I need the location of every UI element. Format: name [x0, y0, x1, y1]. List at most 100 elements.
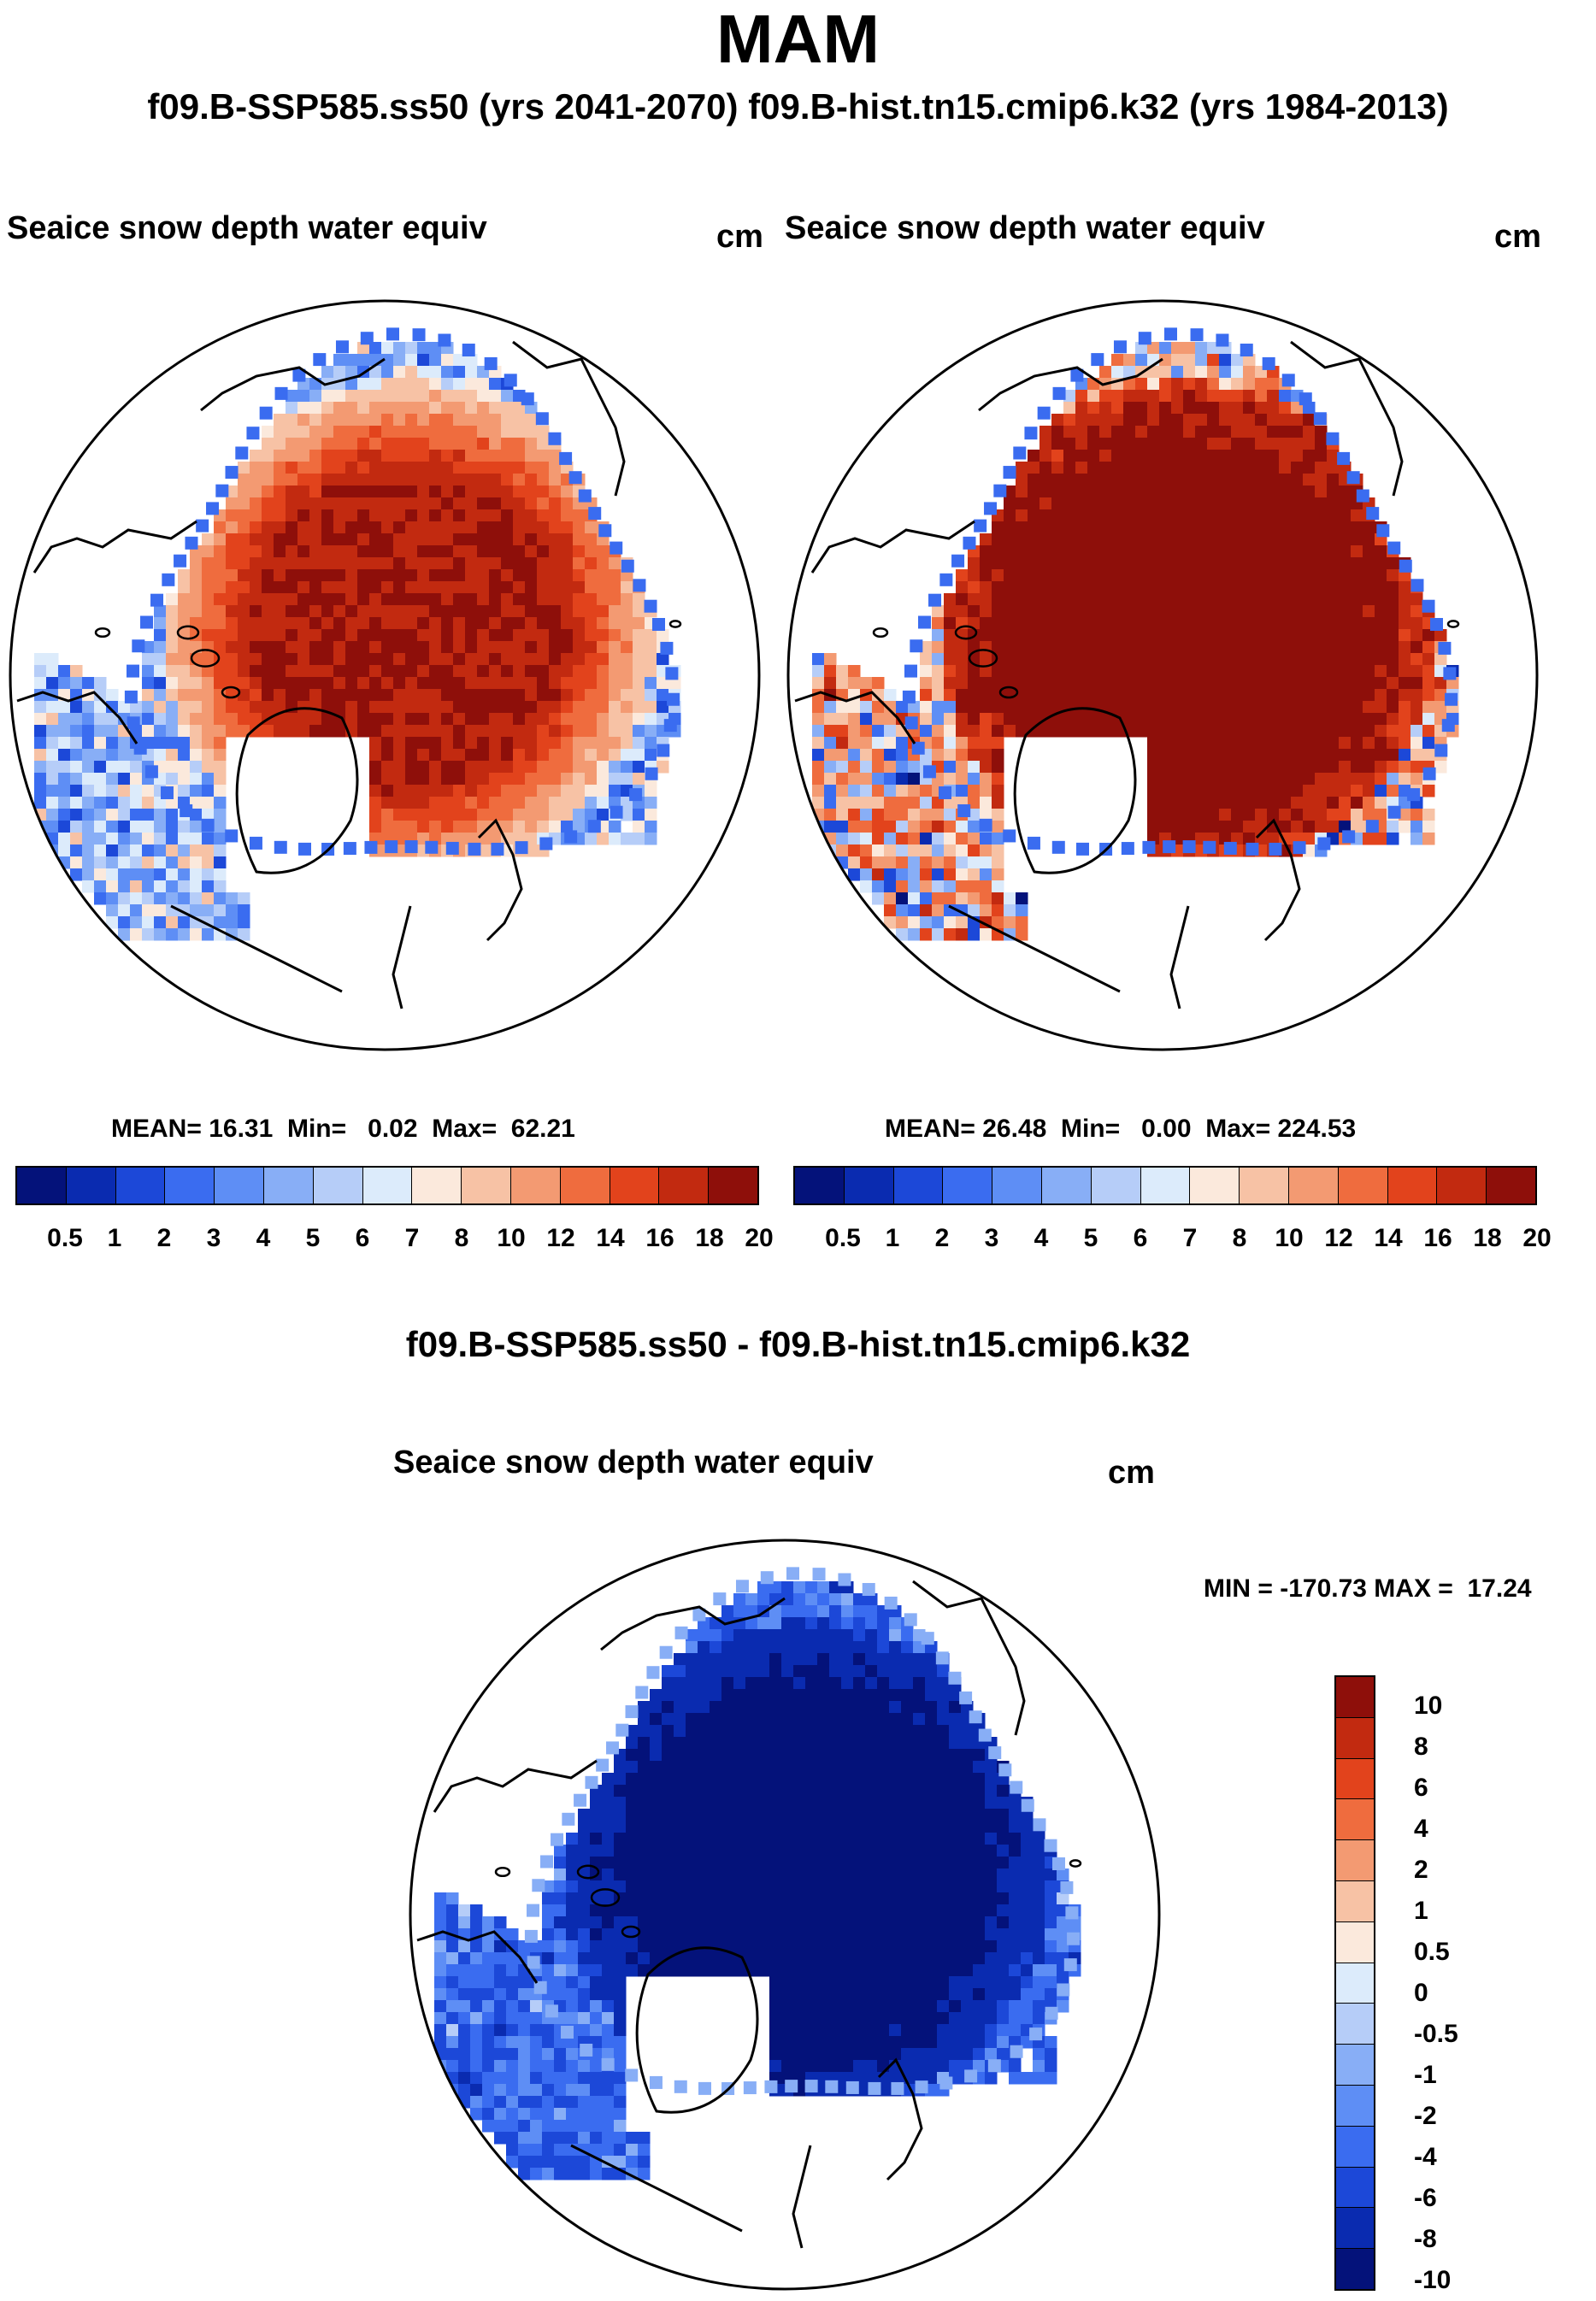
map-grid-cell — [453, 462, 466, 474]
map-grid-cell — [34, 725, 47, 738]
map-grid-cell — [609, 773, 621, 786]
map-grid-cell — [321, 414, 334, 427]
map-grid-cell — [848, 677, 861, 690]
map-grid-cell — [1147, 809, 1160, 821]
map-grid-cell — [757, 1904, 770, 1917]
map-grid-cell — [1183, 605, 1196, 618]
map-grid-cell — [733, 1797, 746, 1810]
map-grid-cell — [1219, 725, 1232, 738]
map-grid-cell — [1183, 665, 1196, 678]
map-grid-cell — [94, 689, 107, 702]
map-grid-cell — [812, 665, 825, 678]
map-grid-cell — [590, 1904, 603, 1917]
map-grid-cell — [190, 557, 203, 570]
map-grid-cell — [1075, 450, 1088, 462]
map-grid-cell — [674, 1892, 686, 1905]
map-grid-cell — [405, 737, 418, 750]
map-grid-cell — [645, 785, 657, 797]
map-grid-cell — [824, 749, 837, 762]
map-grid-cell — [980, 557, 992, 570]
map-grid-cell — [913, 1725, 926, 1738]
map-grid-cell — [614, 2012, 627, 2025]
map-grid-cell — [817, 1940, 830, 1953]
map-grid-cell — [805, 1809, 818, 1821]
map-grid-cell — [841, 1617, 854, 1630]
map-grid-cell — [1291, 785, 1304, 797]
map-grid-cell — [238, 689, 250, 702]
map-grid-cell — [1099, 629, 1112, 642]
map-grid-cell — [1147, 450, 1160, 462]
map-grid-cell — [453, 509, 466, 522]
map-grid-cell — [1255, 653, 1268, 666]
map-grid-cell — [1099, 414, 1112, 427]
map-grid-cell — [286, 617, 298, 630]
map-grid-cell — [554, 1868, 567, 1881]
map-grid-cell — [166, 809, 179, 821]
map-grid-cell — [561, 653, 574, 666]
map-grid-cell — [238, 641, 250, 654]
map-grid-cell — [781, 1880, 794, 1893]
map-grid-cell — [973, 1880, 986, 1893]
map-grid-cell — [1183, 533, 1196, 546]
map-grid-cell — [489, 509, 502, 522]
map-grid-cell — [757, 1641, 770, 1654]
map-grid-cell — [154, 821, 167, 833]
map-grid-cell — [494, 2096, 507, 2109]
map-grid-cell — [1195, 713, 1208, 726]
map-grid-cell — [925, 1868, 938, 1881]
map-grid-cell — [848, 665, 861, 678]
map-grid-cell — [949, 1737, 962, 1750]
map-grid-cell — [321, 677, 334, 690]
map-grid-cell — [345, 486, 358, 498]
map-grid-cell — [1231, 629, 1244, 642]
map-grid-cell — [781, 1653, 794, 1666]
map-grid-cell — [1375, 785, 1387, 797]
map-grid-cell — [250, 653, 262, 666]
map-grid-cell — [1051, 641, 1064, 654]
map-grid-cell — [1291, 689, 1304, 702]
map-grid-cell — [154, 665, 167, 678]
map-grid-cell — [525, 689, 538, 702]
map-ice-edge-cell — [185, 536, 198, 550]
map-grid-cell — [817, 1629, 830, 1642]
map-grid-cell — [458, 1940, 471, 1953]
map-grid-cell — [1195, 390, 1208, 403]
map-grid-cell — [1387, 617, 1399, 630]
map-grid-cell — [645, 689, 657, 702]
map-grid-cell — [1243, 426, 1256, 438]
map-grid-cell — [190, 892, 203, 905]
map-grid-cell — [1267, 617, 1280, 630]
map-grid-cell — [381, 797, 394, 809]
map-grid-cell — [877, 1725, 890, 1738]
map-grid-cell — [561, 677, 574, 690]
map-grid-cell — [901, 1629, 914, 1642]
map-ice-edge-cell — [1013, 446, 1027, 460]
map-grid-cell — [1315, 569, 1328, 582]
map-grid-cell — [202, 581, 215, 594]
map-ice-edge-cell — [1387, 541, 1401, 555]
map-grid-cell — [805, 1605, 818, 1618]
map-grid-cell — [554, 1988, 567, 2001]
map-grid-cell — [1147, 629, 1160, 642]
map-grid-cell — [561, 593, 574, 606]
map-grid-cell — [973, 1976, 986, 1989]
map-grid-cell — [956, 821, 969, 833]
map-ice-edge-cell — [939, 573, 953, 586]
map-grid-cell — [1399, 617, 1411, 630]
panel1-colorbar-tick-label: 3 — [206, 1224, 221, 1252]
map-grid-cell — [542, 1904, 555, 1917]
map-grid-cell — [297, 545, 310, 558]
map-grid-cell — [1255, 749, 1268, 762]
map-grid-cell — [118, 868, 131, 881]
map-grid-cell — [829, 1641, 842, 1654]
map-grid-cell — [525, 521, 538, 534]
map-grid-cell — [226, 713, 239, 726]
map-grid-cell — [554, 1976, 567, 1989]
map-grid-cell — [585, 521, 598, 534]
map-grid-cell — [1339, 629, 1352, 642]
map-grid-cell — [961, 1988, 974, 2001]
map-grid-cell — [662, 1845, 674, 1857]
map-grid-cell — [944, 761, 957, 774]
map-grid-cell — [501, 653, 514, 666]
map-ice-edge-cell — [951, 554, 965, 568]
